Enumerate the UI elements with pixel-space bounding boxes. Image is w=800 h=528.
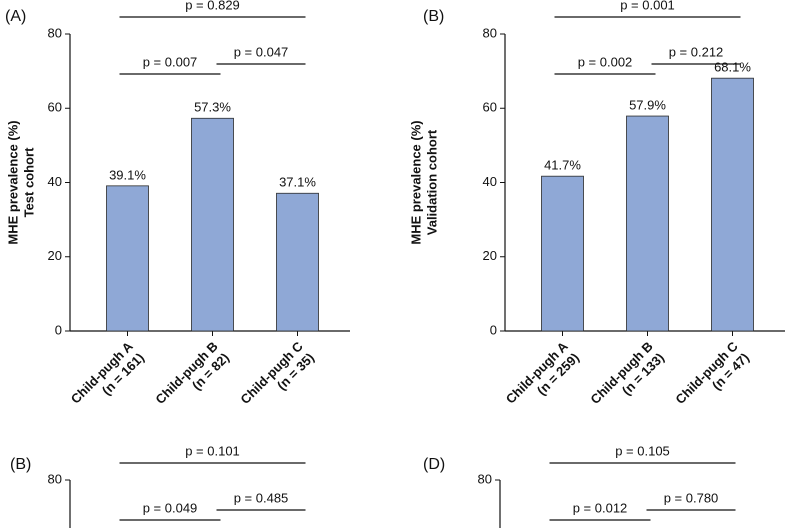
panel-label: (A) <box>5 8 26 25</box>
bar <box>191 117 234 332</box>
y-tick-label: 20 <box>483 248 497 263</box>
p-value: p = 0.049 <box>143 500 198 515</box>
panel-label: (D) <box>423 456 445 473</box>
y-tick-label: 80 <box>483 25 497 40</box>
y-tick-label: 0 <box>490 322 497 337</box>
p-value: p = 0.047 <box>234 44 289 59</box>
p-value: p = 0.002 <box>578 54 633 69</box>
value-label: 39.1% <box>109 167 146 182</box>
x-tick-label: Child-pugh B(n = 82) <box>153 339 233 419</box>
value-label: 41.7% <box>544 158 581 173</box>
y-tick-label: 40 <box>48 174 62 189</box>
x-tick-label: Child-pugh A(n = 259) <box>503 339 583 419</box>
p-value: p = 0.101 <box>185 443 240 458</box>
y-axis-label: Validation cohort <box>424 129 439 235</box>
p-value: p = 0.780 <box>664 490 719 505</box>
y-tick-label: 80 <box>478 471 492 486</box>
y-axis-label: MHE prevalence (%) <box>5 120 20 244</box>
p-value: p = 0.485 <box>234 490 289 505</box>
p-value: p = 0.007 <box>143 54 198 69</box>
y-tick-label: 60 <box>483 100 497 115</box>
y-tick-label: 80 <box>48 25 62 40</box>
value-label: 68.1% <box>714 60 751 75</box>
p-value: p = 0.105 <box>615 443 670 458</box>
panel-label: (B) <box>10 456 31 473</box>
y-tick-label: 40 <box>483 174 497 189</box>
p-value: p = 0.212 <box>669 44 724 59</box>
y-tick-label: 0 <box>55 322 62 337</box>
x-tick-label: Child-pugh C(n = 35) <box>238 339 318 419</box>
p-value: p = 0.001 <box>620 0 675 12</box>
p-value: p = 0.012 <box>573 500 628 515</box>
bar <box>106 185 149 332</box>
y-tick-label: 80 <box>48 471 62 486</box>
y-axis-label: MHE prevalence (%) <box>408 120 423 244</box>
bar <box>626 115 669 332</box>
x-tick-label: Child-pugh B(n = 133) <box>588 339 668 419</box>
value-label: 57.9% <box>629 97 666 112</box>
y-tick-label: 60 <box>48 100 62 115</box>
value-label: 57.3% <box>194 100 231 115</box>
y-tick-label: 20 <box>48 248 62 263</box>
x-tick-label: Child-pugh C(n = 47) <box>673 339 753 419</box>
panel-label: (B) <box>423 8 444 25</box>
x-tick-label: Child-pugh A(n = 161) <box>68 339 148 419</box>
bar <box>711 77 754 332</box>
p-value: p = 0.829 <box>185 0 240 12</box>
y-axis-label: Test cohort <box>21 147 36 217</box>
value-label: 37.1% <box>279 175 316 190</box>
bar <box>276 192 319 332</box>
bar <box>541 175 584 332</box>
